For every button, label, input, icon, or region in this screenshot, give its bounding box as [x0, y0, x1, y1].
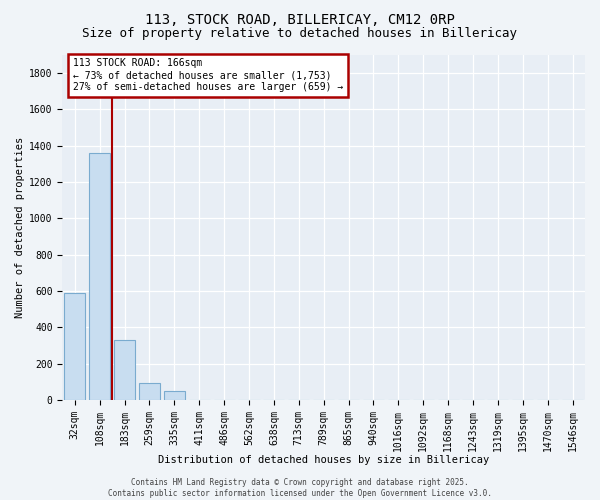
Y-axis label: Number of detached properties: Number of detached properties — [15, 137, 25, 318]
X-axis label: Distribution of detached houses by size in Billericay: Distribution of detached houses by size … — [158, 455, 490, 465]
Bar — [64, 293, 85, 400]
Text: 113 STOCK ROAD: 166sqm
← 73% of detached houses are smaller (1,753)
27% of semi-: 113 STOCK ROAD: 166sqm ← 73% of detached… — [73, 58, 343, 92]
Text: Contains HM Land Registry data © Crown copyright and database right 2025.
Contai: Contains HM Land Registry data © Crown c… — [108, 478, 492, 498]
Text: Size of property relative to detached houses in Billericay: Size of property relative to detached ho… — [83, 28, 517, 40]
Bar — [139, 382, 160, 400]
Bar — [164, 391, 185, 400]
Text: 113, STOCK ROAD, BILLERICAY, CM12 0RP: 113, STOCK ROAD, BILLERICAY, CM12 0RP — [145, 12, 455, 26]
Bar — [114, 340, 135, 400]
Bar — [89, 153, 110, 400]
